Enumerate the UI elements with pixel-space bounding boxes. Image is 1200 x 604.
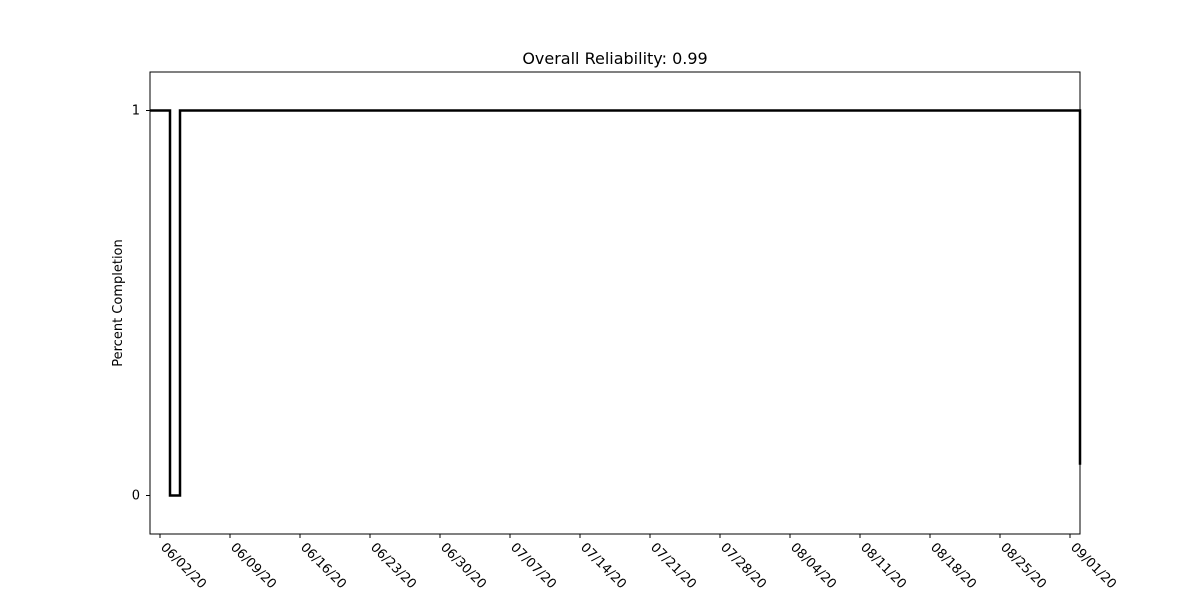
x-tick-label: 08/25/20 [997,540,1049,592]
x-axis-ticks: 06/02/20 06/09/20 06/16/20 06/23/20 06/30/20… [157,534,1119,592]
x-tick-label: 07/28/20 [717,540,769,592]
y-axis-label: Percent Completion [111,239,126,367]
x-tick-label: 06/23/20 [367,540,419,592]
chart-title: Overall Reliability: 0.99 [522,49,707,68]
x-tick-label: 09/01/20 [1067,540,1119,592]
x-tick-label: 06/16/20 [297,540,349,592]
y-axis-ticks: 01 [132,104,150,504]
x-tick-label: 06/02/20 [157,540,209,592]
x-tick-label: 06/09/20 [227,540,279,592]
x-tick-label: 07/14/20 [577,540,629,592]
plot-frame [149,71,1081,535]
y-tick-label: 1 [132,104,140,119]
x-tick-label: 08/18/20 [927,540,979,592]
x-tick-label: 08/04/20 [787,540,839,592]
plot-area [150,109,1082,497]
x-tick-label: 06/30/20 [437,540,489,592]
series-line-0 [150,109,1082,497]
x-tick-label: 08/11/20 [857,540,909,592]
x-tick-label: 07/07/20 [507,540,559,592]
y-tick-label: 0 [132,489,140,504]
x-tick-label: 07/21/20 [647,540,699,592]
